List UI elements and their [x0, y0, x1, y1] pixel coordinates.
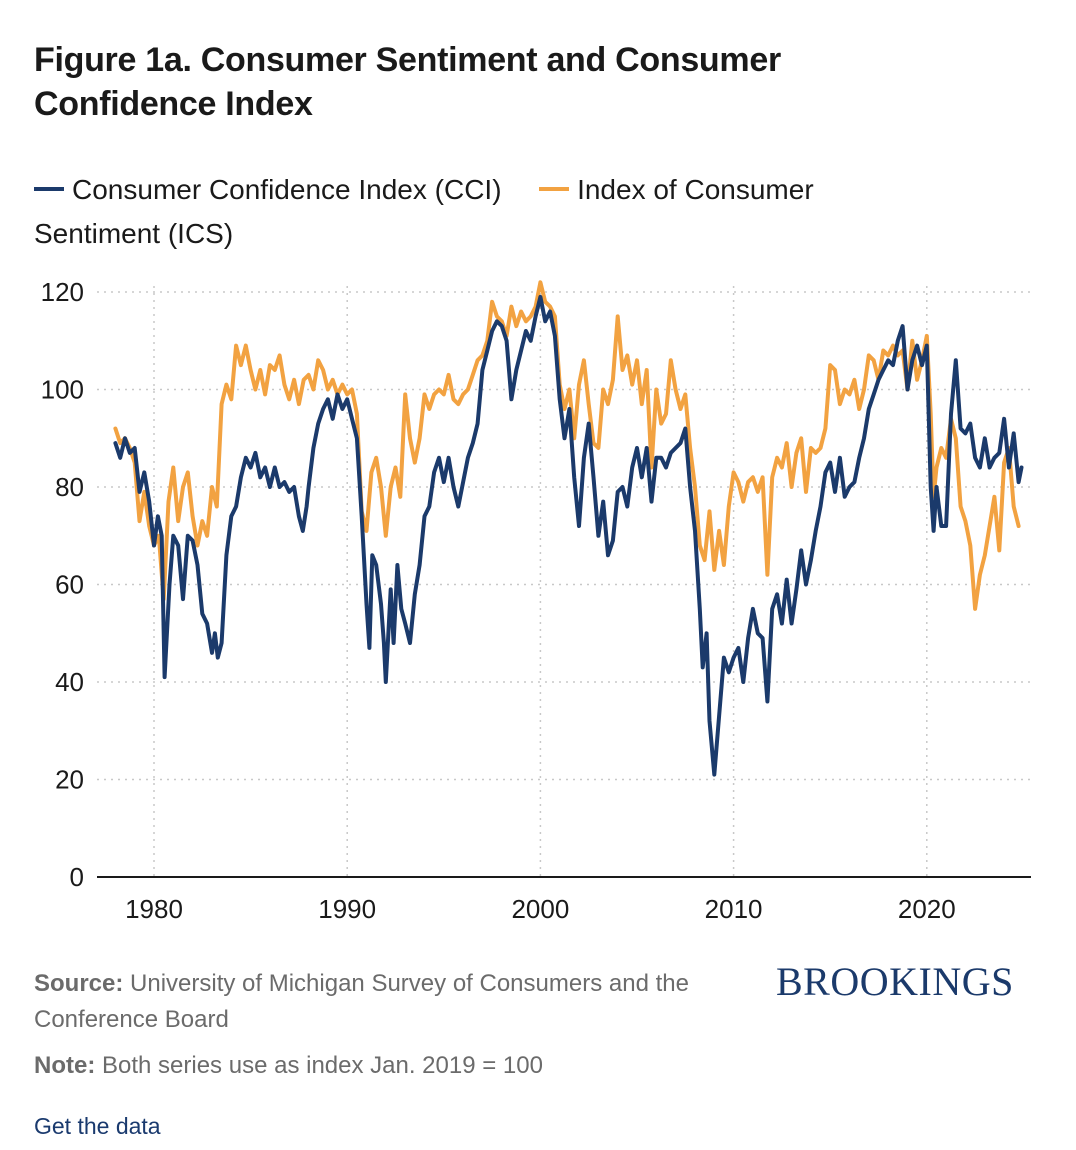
note-label: Note:	[34, 1052, 96, 1079]
x-axis: 1980 1990 2000 2010 2020	[125, 894, 956, 924]
source-note: Source: University of Michigan Survey of…	[34, 966, 724, 1038]
legend-swatch-cci	[34, 186, 64, 191]
legend-item-ics[interactable]: Index of Consumer Sentiment (ICS)	[34, 174, 814, 249]
line-chart: 0 20 40 60 80 100 120 1980 1990 2000 2010 2020	[41, 277, 1031, 924]
get-the-data-link[interactable]: Get the data	[34, 1113, 161, 1139]
series-line-ics	[113, 280, 1021, 611]
y-axis: 0 20 40 60 80 100 120	[41, 277, 84, 892]
x-tick-label: 1980	[125, 894, 183, 924]
legend-label-cci: Consumer Confidence Index (CCI)	[72, 174, 502, 205]
y-tick-label: 20	[55, 765, 84, 795]
legend-item-cci[interactable]: Consumer Confidence Index (CCI)	[34, 174, 509, 205]
series-line-cci	[113, 294, 1024, 777]
source-text: University of Michigan Survey of Consume…	[34, 970, 689, 1033]
x-tick-label: 1990	[318, 894, 376, 924]
note-text: Both series use as index Jan. 2019 = 100	[102, 1052, 543, 1079]
legend-label-ics: Index of Consumer Sentiment (ICS)	[34, 174, 814, 249]
y-tick-label: 0	[70, 862, 84, 892]
y-tick-label: 60	[55, 570, 84, 600]
y-tick-label: 120	[41, 277, 84, 307]
brookings-logo: BROOKINGS	[776, 959, 1014, 1004]
series-lines	[113, 280, 1024, 777]
page-title: Figure 1a. Consumer Sentiment and Consum…	[34, 41, 781, 123]
grid-lines	[97, 286, 1031, 877]
y-tick-label: 40	[55, 667, 84, 697]
legend-swatch-ics	[539, 186, 570, 191]
x-tick-label: 2000	[511, 894, 569, 924]
chart-legend: Consumer Confidence Index (CCI) Index of…	[34, 168, 934, 256]
y-tick-label: 80	[55, 472, 84, 502]
x-tick-label: 2020	[898, 894, 956, 924]
y-tick-label: 100	[41, 375, 84, 405]
chart-note: Note: Both series use as index Jan. 2019…	[34, 1048, 543, 1084]
source-label: Source:	[34, 970, 124, 997]
x-tick-label: 2010	[705, 894, 763, 924]
